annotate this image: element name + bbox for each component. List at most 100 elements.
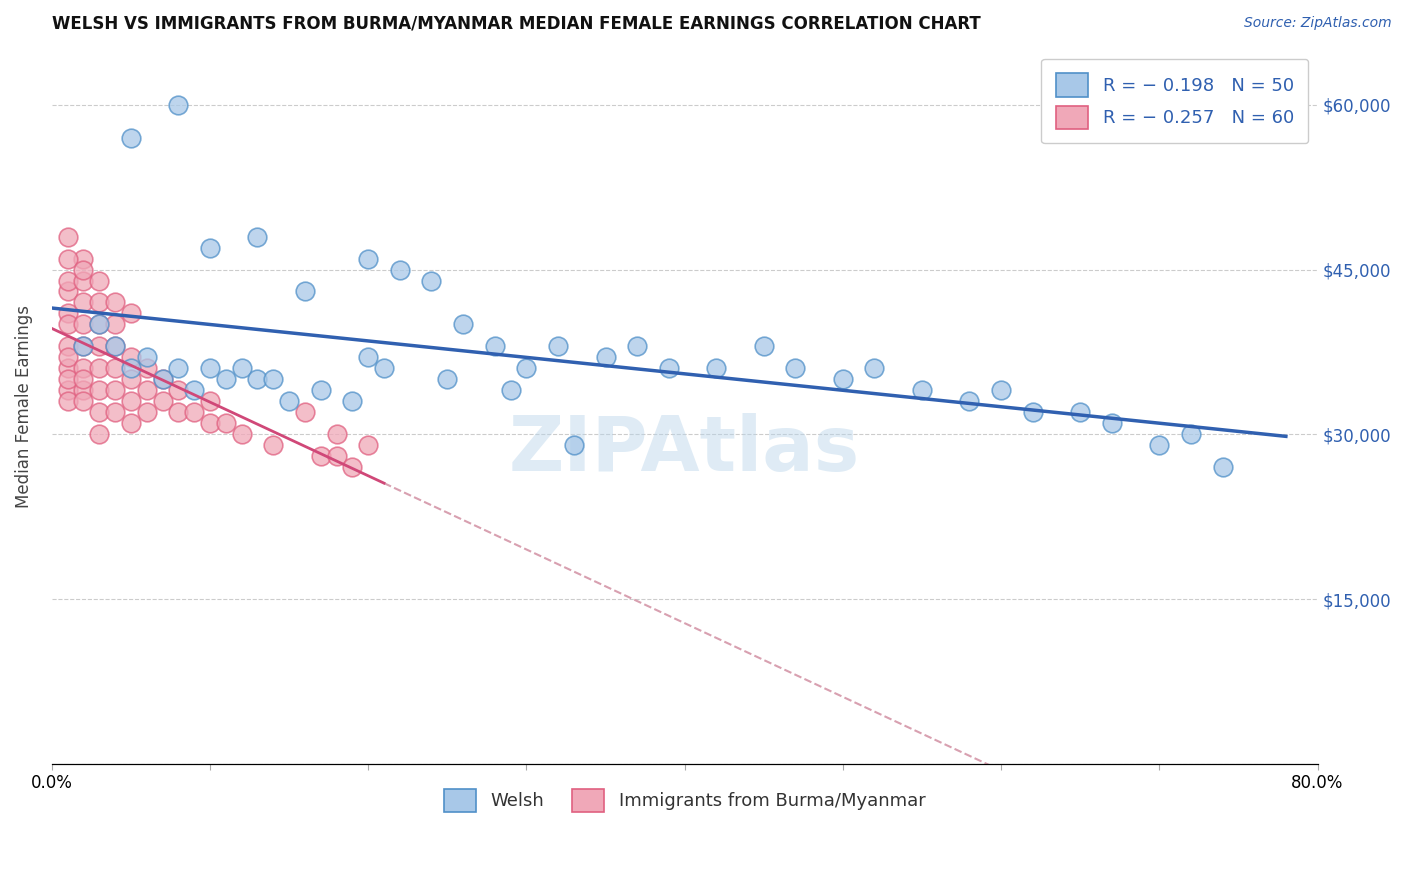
Point (135, 405, 157, 419)
Text: WELSH VS IMMIGRANTS FROM BURMA/MYANMAR MEDIAN FEMALE EARNINGS CORRELATION CHART: WELSH VS IMMIGRANTS FROM BURMA/MYANMAR M… (52, 15, 980, 33)
Point (167, 384, 190, 398)
Point (1022, 405, 1045, 419)
Point (484, 339, 506, 353)
Point (72, 384, 94, 398)
Point (373, 361, 395, 376)
Point (72, 252, 94, 266)
Point (120, 394, 142, 409)
Point (56, 285, 79, 299)
Point (72, 339, 94, 353)
Point (56, 361, 79, 376)
Point (863, 361, 886, 376)
Legend: Welsh, Immigrants from Burma/Myanmar: Welsh, Immigrants from Burma/Myanmar (429, 774, 939, 826)
Point (294, 405, 316, 419)
Point (562, 438, 585, 452)
Point (1101, 417, 1123, 431)
Point (357, 351, 380, 365)
Point (89, 318, 111, 332)
Point (56, 306, 79, 320)
Point (89, 318, 111, 332)
Y-axis label: Median Female Earnings: Median Female Earnings (15, 305, 32, 508)
Point (357, 252, 380, 266)
Point (183, 384, 205, 398)
Point (325, 427, 347, 442)
Point (278, 394, 301, 409)
Point (120, 130, 142, 145)
Point (120, 372, 142, 386)
Point (120, 361, 142, 376)
Point (56, 318, 79, 332)
Point (89, 295, 111, 310)
Point (89, 361, 111, 376)
Point (215, 372, 238, 386)
Point (72, 262, 94, 277)
Point (451, 318, 474, 332)
Point (420, 273, 443, 287)
Point (104, 339, 127, 353)
Point (246, 372, 269, 386)
Point (72, 339, 94, 353)
Text: ZIPAtlas: ZIPAtlas (509, 413, 860, 487)
Point (198, 417, 221, 431)
Point (104, 361, 127, 376)
Point (388, 262, 411, 277)
Point (104, 318, 127, 332)
Point (626, 339, 648, 353)
Point (595, 351, 617, 365)
Point (167, 405, 190, 419)
Point (499, 384, 522, 398)
Point (436, 372, 458, 386)
Point (120, 351, 142, 365)
Point (309, 384, 332, 398)
Point (262, 372, 284, 386)
Point (309, 450, 332, 464)
Point (342, 394, 364, 409)
Point (56, 339, 79, 353)
Point (231, 361, 253, 376)
Point (152, 372, 174, 386)
Point (198, 241, 221, 255)
Point (1180, 427, 1202, 442)
Point (752, 339, 775, 353)
Point (198, 394, 221, 409)
Point (357, 438, 380, 452)
Point (957, 394, 980, 409)
Point (262, 438, 284, 452)
Point (1069, 405, 1091, 419)
Point (56, 273, 79, 287)
Point (325, 450, 347, 464)
Point (167, 97, 190, 112)
Point (89, 339, 111, 353)
Point (990, 384, 1012, 398)
Point (831, 372, 853, 386)
Point (72, 295, 94, 310)
Point (1149, 438, 1171, 452)
Point (135, 351, 157, 365)
Point (231, 427, 253, 442)
Point (183, 405, 205, 419)
Point (56, 252, 79, 266)
Point (72, 372, 94, 386)
Point (515, 361, 537, 376)
Point (104, 384, 127, 398)
Point (198, 361, 221, 376)
Point (246, 229, 269, 244)
Point (56, 351, 79, 365)
Point (152, 394, 174, 409)
Point (56, 384, 79, 398)
Point (72, 361, 94, 376)
Point (120, 306, 142, 320)
Point (342, 460, 364, 475)
Point (547, 339, 569, 353)
Point (72, 318, 94, 332)
Point (167, 361, 190, 376)
Point (89, 384, 111, 398)
Point (104, 339, 127, 353)
Point (104, 295, 127, 310)
Point (56, 372, 79, 386)
Point (72, 394, 94, 409)
Point (120, 417, 142, 431)
Point (135, 361, 157, 376)
Point (104, 405, 127, 419)
Point (785, 361, 807, 376)
